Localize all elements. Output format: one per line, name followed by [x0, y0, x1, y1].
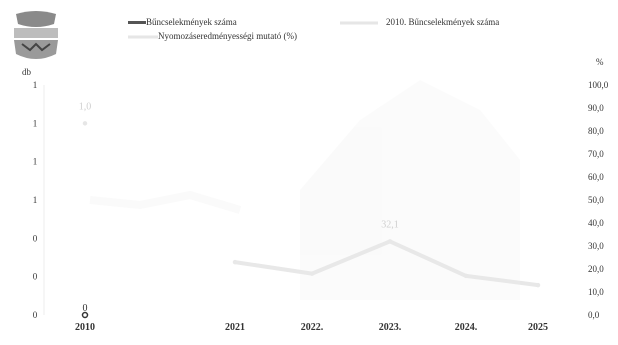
right-tick-label: 20,0: [588, 264, 604, 274]
right-tick-label: 80,0: [588, 126, 604, 136]
right-tick-label: 40,0: [588, 218, 604, 228]
x-tick-label: 2021: [225, 322, 245, 333]
x-axis-ticks: 2010 2021 2022. 2023. 2024. 2025: [75, 322, 548, 333]
series-layer: 0 1,0 32,1: [79, 101, 541, 319]
coat-of-arms-icon: [14, 11, 58, 59]
left-axis-unit: db: [22, 67, 32, 77]
data-label: 1,0: [79, 101, 92, 112]
right-tick-label: 10,0: [588, 287, 604, 297]
data-point: [232, 259, 238, 265]
right-tick-label: 100,0: [588, 80, 609, 90]
left-tick-label: 0: [33, 272, 38, 282]
right-axis-unit: %: [596, 57, 604, 67]
data-label: 32,1: [381, 219, 399, 230]
legend-label-0: Bűncselekmények száma: [146, 17, 237, 27]
legend-marker-0: [128, 21, 146, 24]
data-point: [535, 282, 541, 288]
right-tick-label: 30,0: [588, 241, 604, 251]
data-point: [81, 311, 89, 319]
legend-label-1: 2010. Bűncselekmények száma: [386, 17, 499, 27]
left-tick-label: 0: [33, 233, 38, 243]
right-tick-label: 90,0: [588, 103, 604, 113]
x-tick-label: 2023.: [379, 322, 402, 333]
legend-label-2: Nyomozáseredményességi mutató (%): [158, 31, 297, 41]
right-tick-label: 70,0: [588, 149, 604, 159]
data-point: [387, 239, 393, 244]
legend: Bűncselekmények száma 2010. Bűncselekmén…: [128, 17, 499, 41]
left-tick-label: 1: [33, 118, 38, 128]
x-tick-label: 2022.: [301, 322, 324, 333]
background-watermark: [89, 80, 520, 300]
x-tick-label: 2010: [75, 322, 95, 333]
right-tick-label: 0,0: [588, 310, 600, 320]
left-axis-ticks: 0 0 0 1 1 1 1: [33, 80, 38, 320]
data-point: [82, 121, 88, 126]
data-label: 0: [83, 303, 88, 314]
data-point: [463, 273, 469, 279]
right-tick-label: 50,0: [588, 195, 604, 205]
left-tick-label: 1: [33, 80, 38, 90]
right-axis-ticks: 0,0 10,0 20,0 30,0 40,0 50,0 60,0 70,0 80,0 90,0 1…: [588, 80, 609, 320]
data-point: [309, 271, 315, 276]
left-tick-label: 0: [33, 310, 38, 320]
left-tick-label: 1: [33, 157, 38, 167]
left-tick-label: 1: [33, 195, 38, 205]
right-tick-label: 60,0: [588, 172, 604, 182]
x-tick-label: 2025: [528, 322, 548, 333]
x-tick-label: 2024.: [455, 322, 478, 333]
